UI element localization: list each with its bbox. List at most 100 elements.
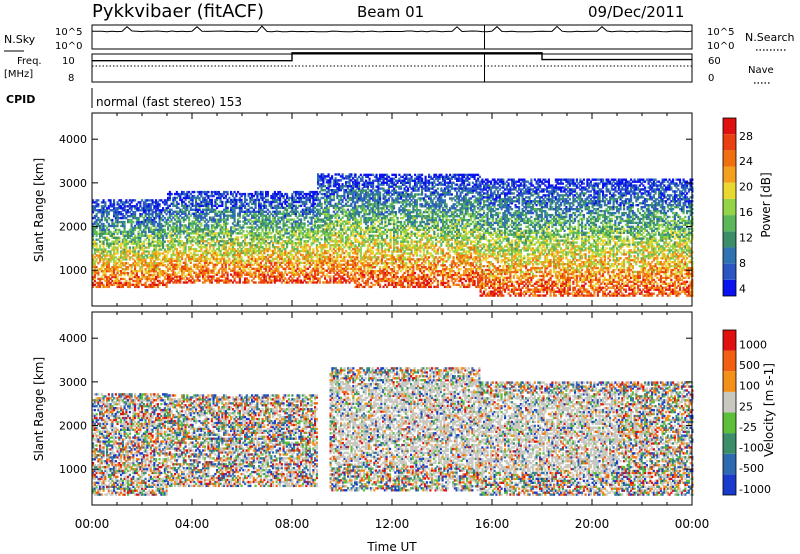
echo-cell — [179, 240, 182, 243]
echo-cell — [230, 206, 233, 210]
echo-cell — [202, 198, 205, 202]
echo-cell — [238, 196, 241, 200]
echo-cell — [93, 226, 96, 230]
echo-cell — [128, 236, 131, 239]
echo-cell — [93, 250, 96, 253]
echo-cell — [92, 258, 95, 261]
echo-cell — [168, 257, 171, 261]
echo-cell — [189, 255, 192, 259]
echo-cell — [182, 216, 185, 219]
echo-cell — [266, 216, 269, 219]
echo-cell — [97, 270, 100, 273]
echo-cell — [268, 232, 271, 235]
echo-cell — [174, 281, 177, 284]
echo-cell — [196, 234, 199, 237]
echo-cell — [167, 232, 170, 235]
echo-cell — [162, 262, 165, 265]
echo-cell — [245, 226, 248, 229]
echo-cell — [168, 190, 171, 194]
echo-cell — [284, 259, 287, 263]
echo-cell — [144, 226, 147, 230]
echo-cell — [188, 212, 191, 215]
freq-tick-top: 10 — [62, 56, 75, 67]
echo-cell — [155, 228, 158, 232]
echo-cell — [139, 279, 142, 283]
echo-cell — [207, 277, 210, 280]
echo-cell — [162, 283, 165, 287]
echo-cell — [116, 232, 119, 235]
echo-cell — [270, 232, 273, 235]
echo-cell — [172, 251, 175, 255]
echo-cell — [113, 283, 116, 287]
echo-cell — [123, 228, 126, 232]
echo-cell — [191, 224, 194, 227]
echo-cell — [242, 216, 245, 219]
echo-cell — [238, 279, 241, 282]
echo-cell — [237, 275, 240, 278]
echo-cell — [188, 232, 191, 235]
echo-cell — [238, 251, 241, 255]
echo-cell — [266, 194, 269, 198]
echo-cell — [210, 208, 213, 211]
echo-cell — [146, 218, 149, 222]
echo-cell — [258, 210, 261, 213]
echo-cell — [291, 273, 294, 276]
echo-cell — [100, 215, 103, 218]
echo-cell — [107, 285, 110, 289]
echo-cell — [233, 265, 236, 268]
echo-cell — [141, 268, 144, 271]
echo-cell — [212, 204, 215, 208]
echo-cell — [209, 210, 212, 213]
echo-cell — [189, 273, 192, 276]
echo-cell — [277, 230, 280, 233]
echo-cell — [226, 236, 229, 239]
echo-cell — [240, 269, 243, 272]
echo-cell — [123, 220, 126, 224]
echo-cell — [165, 254, 168, 257]
echo-cell — [127, 211, 130, 214]
echo-cell — [174, 279, 177, 282]
echo-cell — [252, 247, 255, 251]
echo-cell — [125, 205, 128, 208]
echo-cell — [256, 228, 259, 231]
echo-cell — [268, 228, 271, 231]
echo-cell — [92, 254, 95, 257]
echo-cell — [184, 257, 187, 261]
echo-cell — [93, 275, 96, 279]
echo-cell — [235, 228, 238, 231]
echo-cell — [134, 215, 137, 218]
echo-cell — [109, 268, 112, 271]
echo-cell — [92, 275, 95, 279]
echo-cell — [149, 230, 152, 234]
echo-cell — [163, 275, 166, 279]
echo-cell — [179, 220, 182, 223]
echo-cell — [191, 222, 194, 225]
echo-cell — [195, 222, 198, 225]
echo-cell — [233, 279, 236, 282]
echo-cell — [233, 244, 236, 247]
echo-cell — [134, 213, 137, 216]
echo-cell — [224, 190, 227, 194]
echo-cell — [272, 244, 275, 247]
echo-cell — [100, 277, 103, 281]
echo-cell — [237, 247, 240, 251]
echo-cell — [111, 275, 114, 279]
echo-cell — [113, 246, 116, 249]
echo-cell — [275, 238, 278, 241]
echo-cell — [99, 230, 102, 234]
echo-cell — [195, 259, 198, 263]
echo-cell — [191, 230, 194, 233]
echo-cell — [100, 216, 103, 220]
echo-cell — [165, 236, 168, 239]
echo-cell — [291, 253, 294, 257]
echo-cell — [200, 200, 203, 204]
echo-cell — [205, 224, 208, 227]
echo-cell — [272, 271, 275, 274]
echo-cell — [118, 285, 121, 289]
echo-cell — [244, 273, 247, 276]
echo-cell — [179, 230, 182, 233]
echo-cell — [245, 222, 248, 225]
echo-cell — [158, 252, 161, 255]
echo-cell — [266, 222, 269, 225]
echo-cell — [155, 240, 158, 243]
